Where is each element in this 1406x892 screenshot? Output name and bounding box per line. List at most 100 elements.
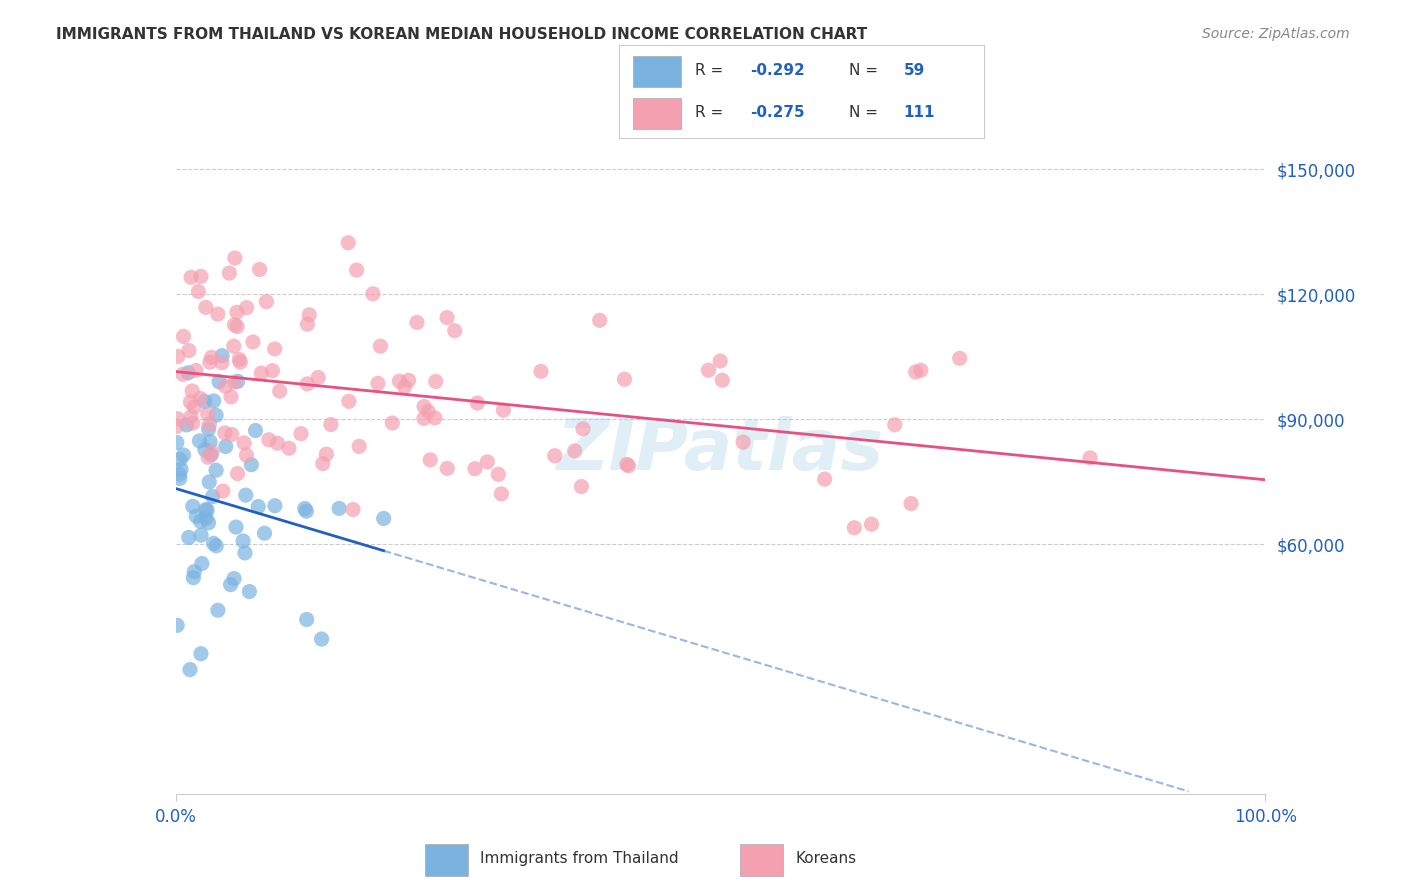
Point <box>179 663 201 677</box>
Point <box>589 313 612 327</box>
Point <box>328 501 350 516</box>
Point <box>361 286 384 301</box>
Point <box>247 500 270 514</box>
Point <box>177 343 200 358</box>
Point <box>198 475 221 489</box>
Point <box>263 342 285 356</box>
Text: N =: N = <box>849 63 883 78</box>
Point <box>337 394 360 409</box>
Point <box>221 427 243 442</box>
Point <box>367 376 389 391</box>
Point <box>226 319 249 334</box>
Point <box>194 301 217 315</box>
Point <box>198 355 221 369</box>
Point <box>187 285 209 299</box>
Point <box>733 435 755 450</box>
Point <box>477 455 499 469</box>
Point <box>172 368 194 382</box>
Point <box>201 445 224 459</box>
Point <box>166 435 188 450</box>
Point <box>224 251 246 265</box>
Point <box>910 363 932 377</box>
Point <box>443 324 465 338</box>
Text: ZIPatlas: ZIPatlas <box>557 416 884 485</box>
Point <box>883 417 905 432</box>
Point <box>253 526 276 541</box>
Point <box>381 416 404 430</box>
Point <box>617 458 640 473</box>
Point <box>195 503 218 517</box>
Point <box>190 392 212 406</box>
Bar <box>740 844 783 876</box>
Point <box>200 448 222 462</box>
Point <box>571 479 593 493</box>
Point <box>307 370 329 384</box>
Point <box>262 364 284 378</box>
Point <box>181 384 204 398</box>
Point <box>205 463 228 477</box>
Point <box>170 462 193 476</box>
Point <box>492 403 515 417</box>
Point <box>814 472 837 486</box>
Point <box>294 501 316 516</box>
Point <box>225 520 247 534</box>
Point <box>264 499 287 513</box>
Point <box>180 270 202 285</box>
Point <box>214 425 236 440</box>
Point <box>347 439 370 453</box>
Point <box>225 305 247 319</box>
Point <box>254 294 277 309</box>
Point <box>224 572 246 586</box>
Point <box>413 400 436 414</box>
Text: Immigrants from Thailand: Immigrants from Thailand <box>481 851 679 866</box>
Point <box>290 426 312 441</box>
Point <box>250 366 273 380</box>
Point <box>215 440 238 454</box>
Point <box>233 546 256 560</box>
Point <box>613 372 636 386</box>
Point <box>904 365 927 379</box>
Point <box>173 448 195 462</box>
Point <box>197 407 219 421</box>
Point <box>190 647 212 661</box>
Point <box>900 497 922 511</box>
Text: N =: N = <box>849 105 883 120</box>
Point <box>269 384 291 399</box>
Point <box>183 565 205 579</box>
Point <box>486 467 509 482</box>
Point <box>697 363 720 377</box>
Point <box>207 307 229 321</box>
Point <box>235 488 257 502</box>
Point <box>464 461 486 475</box>
Point <box>233 436 256 450</box>
Point <box>197 450 219 465</box>
Point <box>184 363 207 377</box>
Point <box>191 557 214 571</box>
Point <box>709 354 731 368</box>
Point <box>295 504 318 518</box>
Point <box>197 422 219 436</box>
Point <box>413 411 436 425</box>
Point <box>219 390 242 404</box>
Point <box>202 536 225 550</box>
Point <box>238 584 260 599</box>
Point <box>1078 450 1101 465</box>
Point <box>190 514 212 528</box>
Text: R =: R = <box>696 105 728 120</box>
Point <box>214 379 236 393</box>
Bar <box>425 844 468 876</box>
Point <box>194 502 217 516</box>
Point <box>198 434 221 449</box>
Point <box>226 375 249 389</box>
Point <box>195 511 218 525</box>
Point <box>425 375 447 389</box>
Point <box>423 410 446 425</box>
Point <box>711 373 734 387</box>
Point <box>224 375 246 389</box>
Point <box>201 490 224 504</box>
Point <box>186 509 208 524</box>
Point <box>211 484 233 499</box>
Point <box>208 375 231 389</box>
Point <box>166 350 188 364</box>
Point <box>394 380 416 394</box>
